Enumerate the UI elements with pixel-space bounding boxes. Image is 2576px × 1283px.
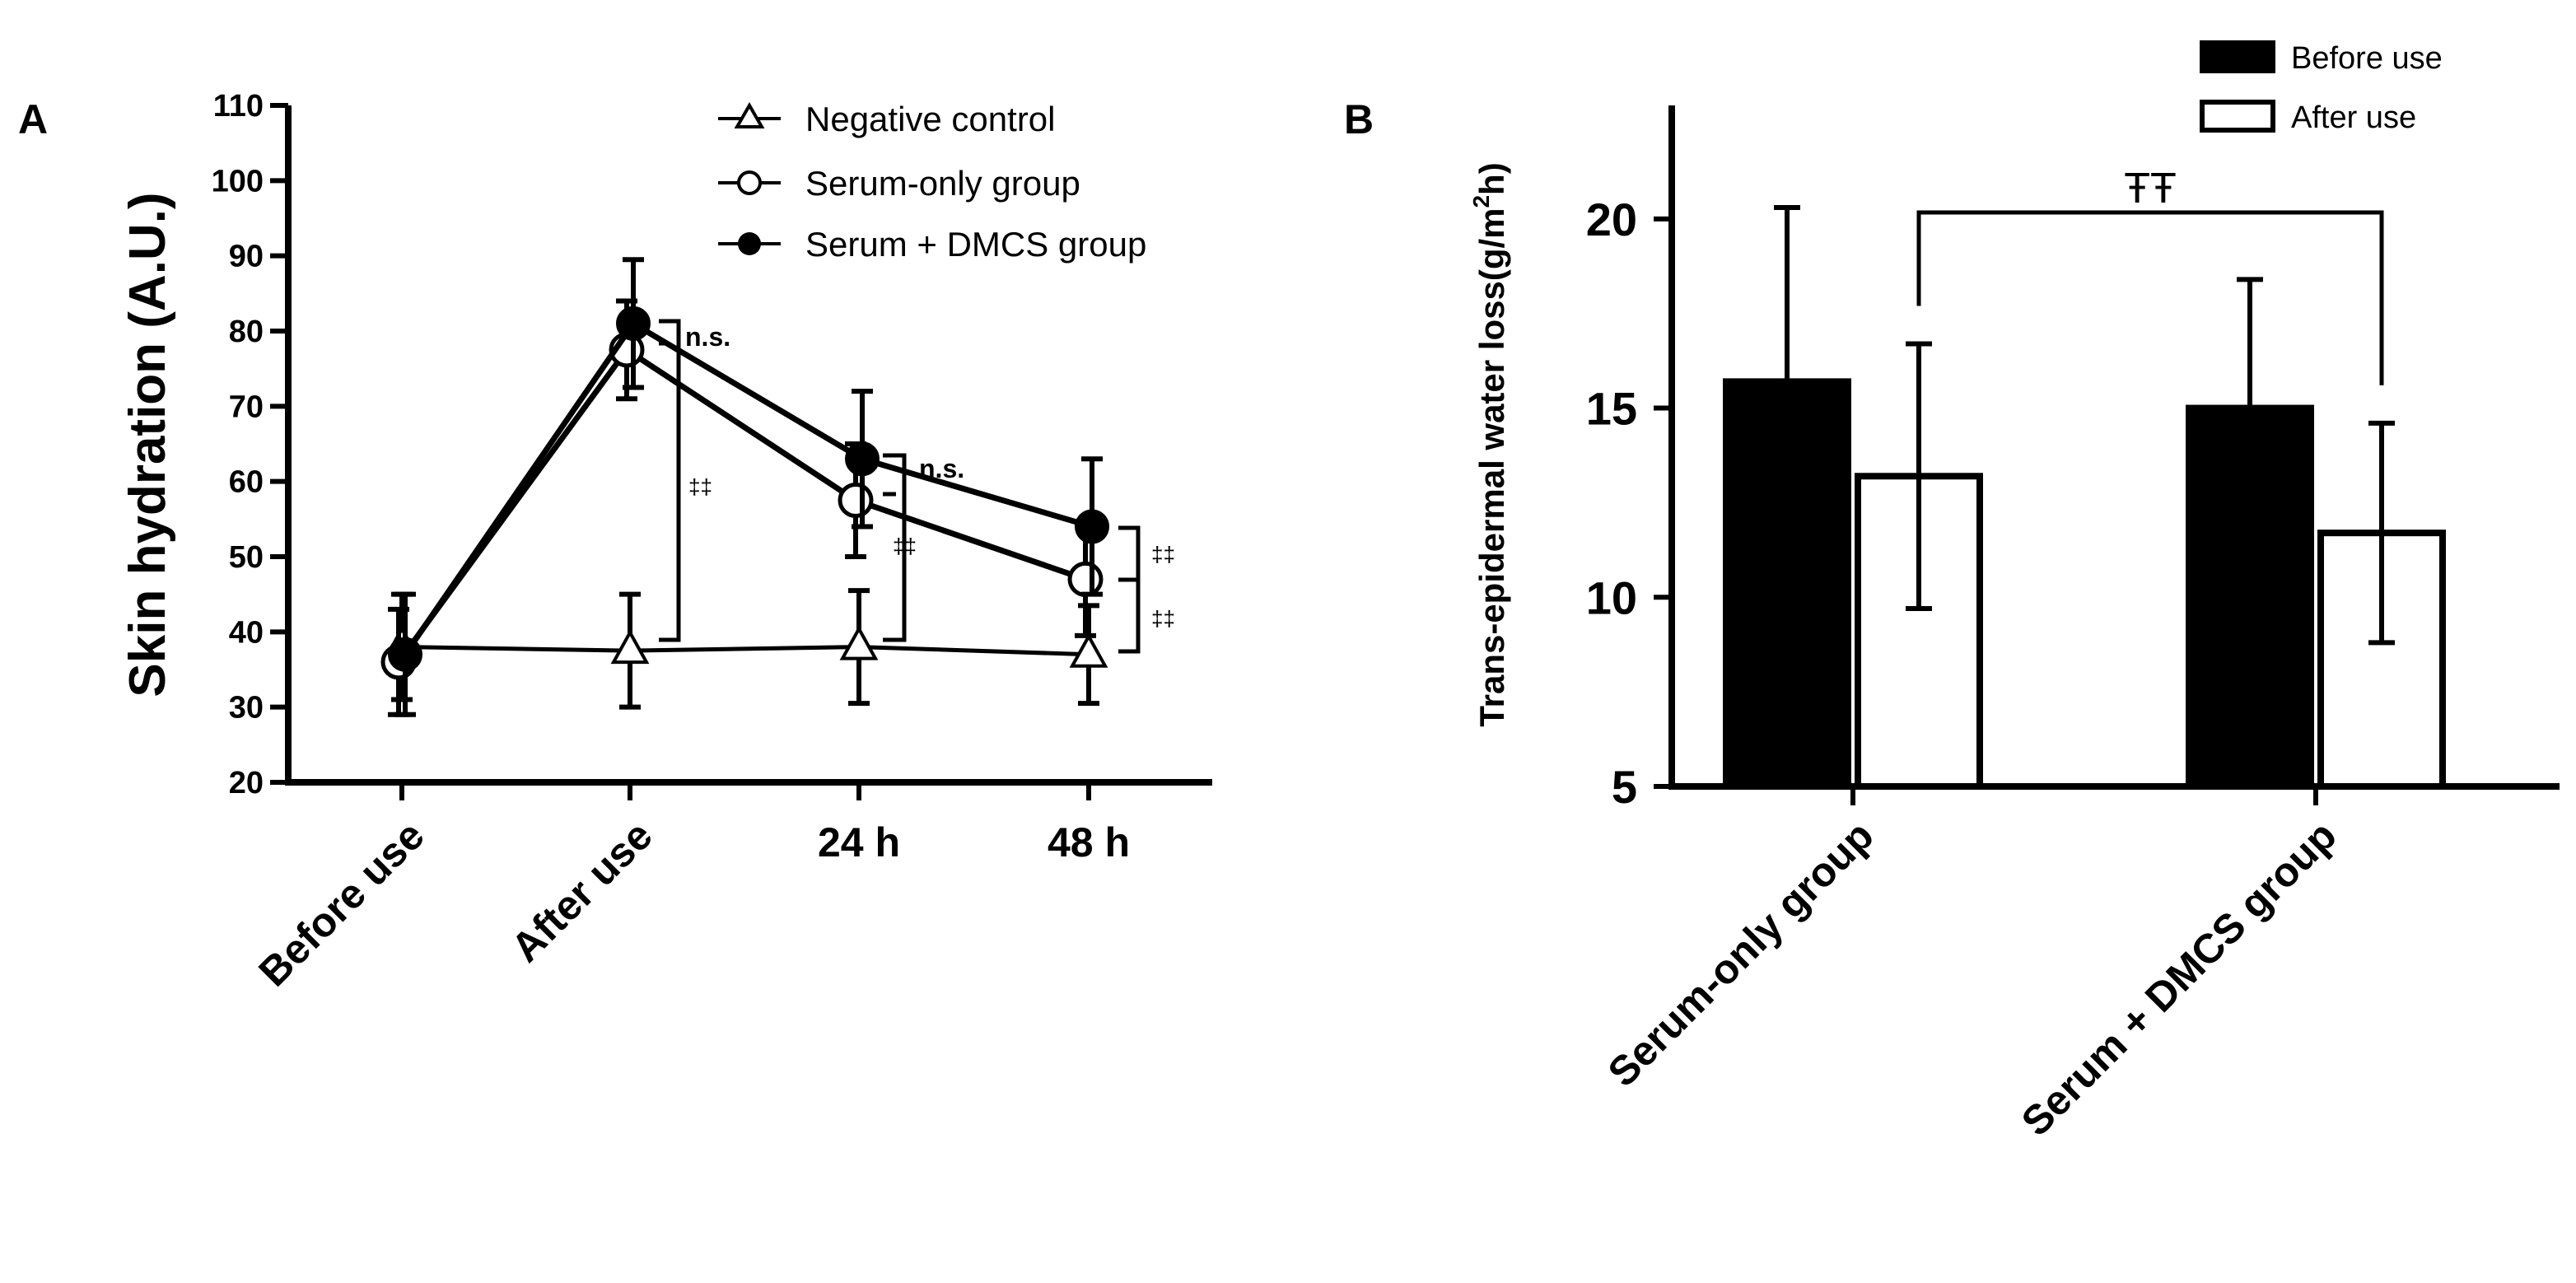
y-tick-label: 60: [229, 465, 264, 500]
series-line: [403, 320, 1093, 656]
legend-marker: [738, 232, 761, 255]
panel-a-annotations: n.s. ‡‡ n.s. ‡‡ ‡‡ ‡‡: [659, 319, 1175, 654]
ns-label-after-use: n.s.: [685, 322, 730, 352]
y-tick-label: 20: [1586, 194, 1637, 245]
panel-a-y-ticks: 20 30 40 50 60 70 80 90 100 110: [212, 89, 288, 800]
data-point: [1069, 632, 1108, 668]
bracket-after-use: [659, 319, 681, 642]
y-tick-label: 90: [229, 240, 264, 274]
legend-swatch: [2200, 40, 2275, 73]
legend-marker: [737, 170, 762, 195]
legend-label: Negative control: [805, 100, 1056, 138]
data-point: [845, 441, 880, 477]
panel-b-x-ticks: Serum-only group Serum + DMCS group: [1599, 786, 2345, 1145]
dagger-label-48h-lower: ‡‡: [1151, 606, 1175, 631]
bracket-48h: [1118, 525, 1141, 654]
legend-item-before-use: Before use: [2200, 40, 2443, 76]
data-point: [610, 629, 650, 665]
x-tick-label-serum-only-group: Serum-only group: [1599, 812, 1883, 1095]
legend-label: After use: [2291, 100, 2416, 135]
data-point: [616, 306, 651, 341]
dagger-label-48h-upper: ‡‡: [1151, 542, 1175, 567]
panel-a-y-label: Skin hydration (A.U.): [119, 192, 176, 697]
x-tick-label-before-use: Before use: [250, 812, 432, 995]
panel-b-legend: Before use After use: [2200, 40, 2443, 135]
panel-b-bars: [1723, 205, 2446, 791]
bar-before-use-serum-dmcs-group: [2186, 404, 2314, 790]
bar-before-use-serum-only-group: [1723, 378, 1851, 790]
legend-marker: [734, 101, 765, 128]
y-tick-label: 100: [212, 164, 264, 198]
y-tick-label: 15: [1586, 383, 1637, 435]
significance-label: ŦŦ: [2124, 165, 2177, 212]
dagger-label-after-use: ‡‡: [688, 474, 712, 499]
panel-b-chart: Trans-epidermal water loss(g/m2h) 5 10 15 2…: [1468, 40, 2560, 1145]
y-tick-label: 40: [229, 615, 264, 650]
panel-a-label: A: [18, 96, 48, 142]
legend-item-serum-only-group: Serum-only group: [718, 164, 1080, 203]
panel-a-x-ticks: Before use After use 24 h 48 h: [250, 782, 1130, 996]
x-tick-label-48-h: 48 h: [1048, 819, 1130, 865]
data-point: [838, 483, 874, 518]
legend-label: Serum + DMCS group: [805, 225, 1146, 264]
dagger-label-24h: ‡‡: [893, 534, 917, 558]
y-tick-label: 50: [229, 540, 264, 575]
y-tick-label: 70: [229, 390, 264, 424]
y-tick-label: 5: [1612, 761, 1637, 813]
y-tick-label: 10: [1586, 572, 1637, 623]
legend-label: Before use: [2291, 41, 2443, 76]
series-serum-dmcs-group: [388, 257, 1109, 717]
x-tick-label-24-h: 24 h: [818, 819, 900, 865]
series-before-use: [1723, 205, 2314, 790]
y-tick-label: 30: [229, 691, 264, 725]
y-tick-label: 20: [229, 766, 264, 800]
series-line: [401, 645, 1090, 657]
legend-label: Serum-only group: [805, 164, 1080, 203]
data-point: [388, 637, 422, 672]
significance-bracket: [1916, 210, 2384, 385]
y-tick-label: 110: [213, 89, 264, 124]
ns-label-24h: n.s.: [919, 454, 964, 483]
data-point: [1067, 561, 1104, 597]
y-tick-label: 80: [229, 315, 264, 349]
panel-b-annotations: ŦŦ: [1916, 165, 2384, 385]
panel-a-legend: Negative control Serum-only group Serum + …: [718, 100, 1146, 264]
legend-item-negative-control: Negative control: [718, 100, 1056, 138]
panel-a-series: [380, 257, 1109, 717]
bracket-24h: [883, 453, 907, 642]
legend-swatch: [2200, 100, 2275, 133]
series-negative-control: [382, 588, 1108, 710]
panel-b-y-ticks: 5 10 15 20: [1586, 194, 1672, 813]
panel-b-label: B: [1344, 96, 1374, 142]
legend-item-after-use: After use: [2200, 100, 2416, 135]
legend-item-serum-dmcs-group: Serum + DMCS group: [718, 225, 1146, 264]
panel-b-y-label: Trans-epidermal water loss(g/m2h): [1468, 162, 1511, 726]
panel-a-chart: Skin hydration (A.U.) 20 30 40 50 60 70 80 90 10…: [119, 89, 1212, 996]
x-tick-label-serum-dmcs-group: Serum + DMCS group: [2013, 812, 2345, 1145]
x-tick-label-after-use: After use: [502, 812, 661, 971]
series-after-use: [1855, 341, 2446, 791]
data-point: [1075, 509, 1109, 544]
series-line: [396, 346, 1087, 664]
data-point: [839, 625, 879, 660]
